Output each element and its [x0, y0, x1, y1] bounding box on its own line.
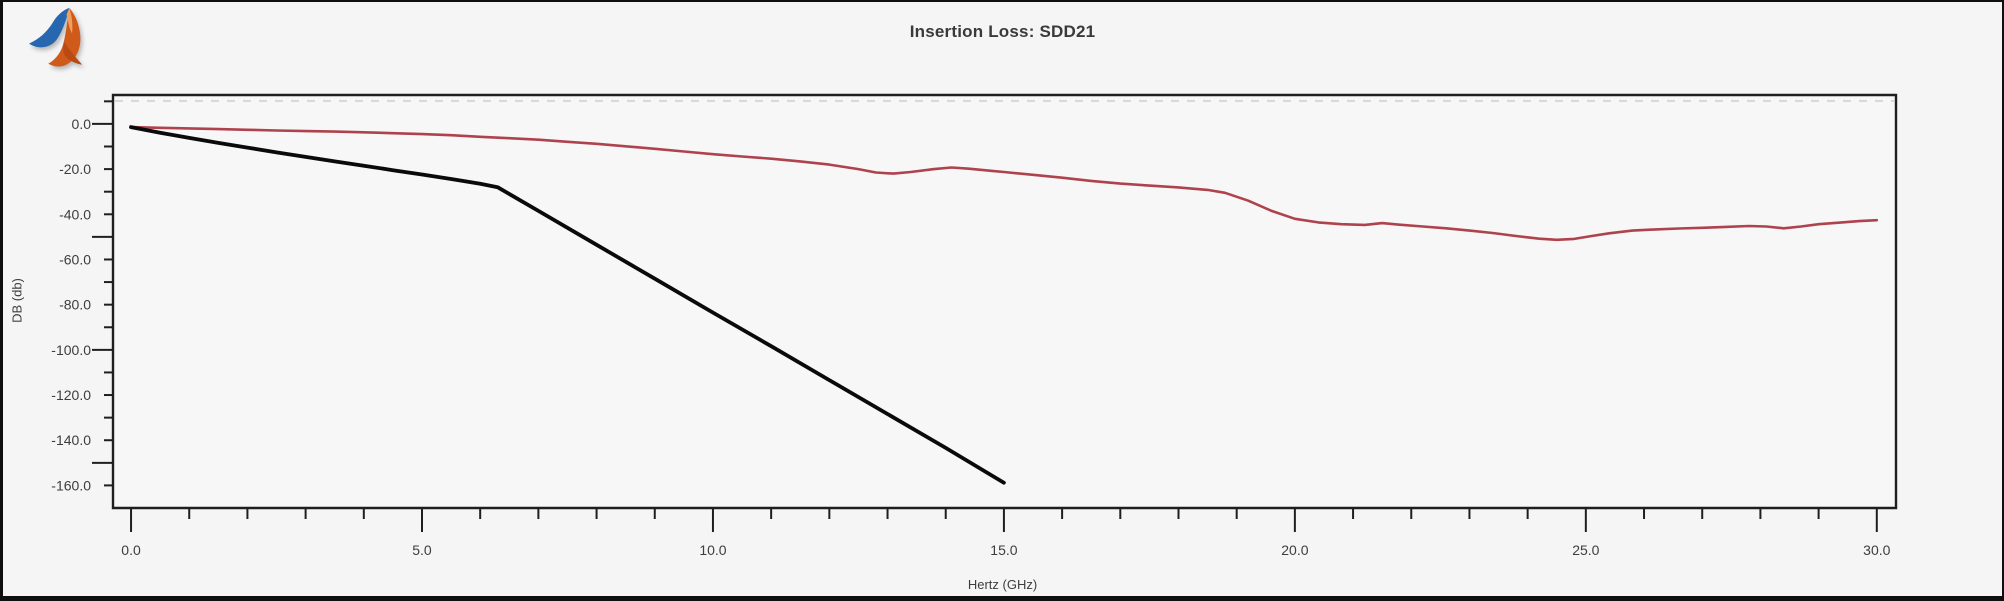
y-tick-label: -120.0	[51, 387, 91, 403]
x-tick-label: 15.0	[990, 542, 1017, 558]
y-axis-label: DB (db)	[9, 278, 25, 323]
plot-frame	[111, 93, 1898, 510]
x-tick-label: 0.0	[121, 542, 141, 558]
plot-area	[113, 95, 1896, 508]
matlab-logo-icon	[29, 7, 83, 67]
y-tick-label: -140.0	[51, 432, 91, 448]
y-tick-label: -40.0	[59, 206, 91, 222]
y-tick-label: 0.0	[72, 116, 92, 132]
x-tick-label: 30.0	[1863, 542, 1890, 558]
y-tick-label: -20.0	[59, 161, 91, 177]
series-red	[129, 125, 1879, 242]
x-tick-label: 20.0	[1281, 542, 1308, 558]
chart-title: Insertion Loss: SDD21	[909, 22, 1096, 41]
y-tick-label: -160.0	[51, 477, 91, 493]
x-axis-label: Hertz (GHz)	[967, 577, 1038, 592]
series-black	[129, 125, 1006, 485]
plot-canvas: 0.0 5.0 10.0 15.0 20.0 25.0 30.0 0.0 -20.0 -40.0 -…	[51, 93, 1898, 558]
y-tick-label: -100.0	[51, 342, 91, 358]
x-tick-label: 5.0	[412, 542, 432, 558]
y-tick-label: -60.0	[59, 251, 91, 267]
y-tick-label: -80.0	[59, 297, 91, 313]
x-tick-label: 25.0	[1572, 542, 1599, 558]
x-tick-label: 10.0	[699, 542, 726, 558]
